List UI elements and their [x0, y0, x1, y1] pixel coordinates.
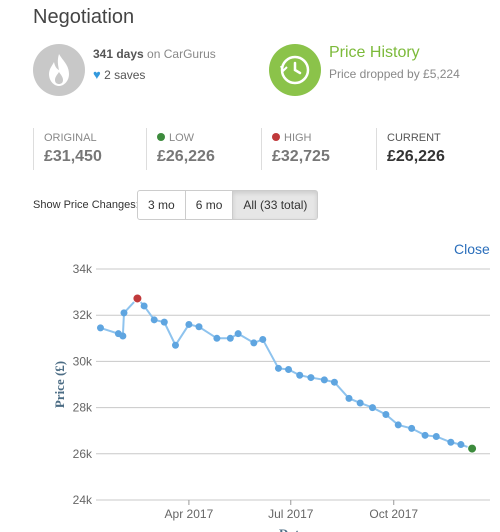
saves-label: 2 saves	[104, 68, 146, 82]
low-price-point	[467, 443, 478, 454]
stat-high: HIGH £32,725	[261, 128, 330, 170]
stat-low-label: LOW	[169, 132, 195, 144]
high-price-point	[132, 293, 143, 304]
price-point	[330, 378, 338, 386]
price-point	[394, 421, 402, 429]
price-history-clock-icon	[269, 44, 321, 96]
stat-original: ORIGINAL £31,450	[33, 128, 102, 170]
price-point	[447, 438, 455, 446]
price-history-chart: 24k 26k 28k 30k 32k 34k Apr 2017 Jul 2017 Oct 20…	[52, 262, 490, 532]
range-all-button[interactable]: All (33 total)	[232, 191, 318, 219]
price-point	[185, 320, 193, 328]
y-tick-label: 30k	[73, 354, 93, 368]
y-axis-label: Price (£)	[52, 361, 67, 408]
price-point	[150, 316, 158, 324]
x-axis-label: Date	[279, 526, 305, 532]
price-point	[345, 394, 353, 402]
stat-high-value: £32,725	[272, 148, 330, 165]
close-link[interactable]: Close	[454, 241, 490, 257]
stat-current: CURRENT £26,226	[376, 128, 445, 170]
price-point	[285, 365, 293, 373]
y-tick-label: 32k	[73, 308, 93, 322]
range-6mo-button[interactable]: 6 mo	[184, 191, 233, 219]
price-point	[408, 424, 416, 432]
price-point	[213, 334, 221, 342]
price-history-title: Price History	[329, 44, 420, 61]
price-point	[356, 399, 364, 407]
price-changes-toggle: 3 mo 6 mo All (33 total)	[137, 190, 319, 220]
price-point	[226, 334, 234, 342]
price-point	[320, 376, 328, 384]
price-point	[307, 374, 315, 382]
high-dot-icon	[272, 133, 280, 141]
price-point	[234, 330, 242, 338]
x-tick-label: Oct 2017	[369, 507, 418, 521]
price-point	[421, 431, 429, 439]
flame-icon	[33, 44, 85, 96]
price-point	[432, 432, 440, 440]
price-point	[382, 411, 390, 419]
price-point	[274, 364, 282, 372]
price-point	[457, 441, 465, 449]
stat-low: LOW £26,226	[146, 128, 215, 170]
price-point	[259, 335, 267, 343]
stat-current-label: CURRENT	[387, 132, 441, 144]
x-tick-label: Jul 2017	[268, 507, 314, 521]
days-count: 341 days	[93, 47, 144, 61]
days-suffix: on CarGurus	[143, 47, 216, 61]
price-point	[250, 339, 258, 347]
price-point	[368, 404, 376, 412]
low-dot-icon	[157, 133, 165, 141]
stat-low-value: £26,226	[157, 148, 215, 165]
page-title: Negotiation	[33, 6, 135, 28]
price-point	[96, 324, 104, 332]
price-point	[140, 302, 148, 310]
y-tick-label: 28k	[73, 401, 93, 415]
price-point	[160, 318, 168, 326]
saves-count: ♥ 2 saves	[93, 67, 145, 82]
price-history-subtitle: Price dropped by £5,224	[329, 67, 460, 81]
y-tick-label: 26k	[73, 447, 93, 461]
price-point	[119, 332, 127, 340]
stat-high-label: HIGH	[284, 132, 312, 144]
price-point	[195, 323, 203, 331]
stat-current-value: £26,226	[387, 148, 445, 165]
price-point	[296, 371, 304, 379]
days-on-market: 341 days on CarGurus	[93, 47, 216, 61]
stat-original-label: ORIGINAL	[44, 132, 97, 144]
price-point	[120, 309, 128, 317]
heart-icon: ♥	[93, 67, 101, 82]
price-changes-label: Show Price Changes:	[33, 199, 139, 211]
stat-original-value: £31,450	[44, 148, 102, 165]
y-tick-label: 34k	[73, 262, 93, 276]
x-tick-label: Apr 2017	[165, 507, 214, 521]
price-point	[171, 341, 179, 349]
range-3mo-button[interactable]: 3 mo	[148, 198, 175, 212]
y-tick-label: 24k	[73, 493, 93, 507]
